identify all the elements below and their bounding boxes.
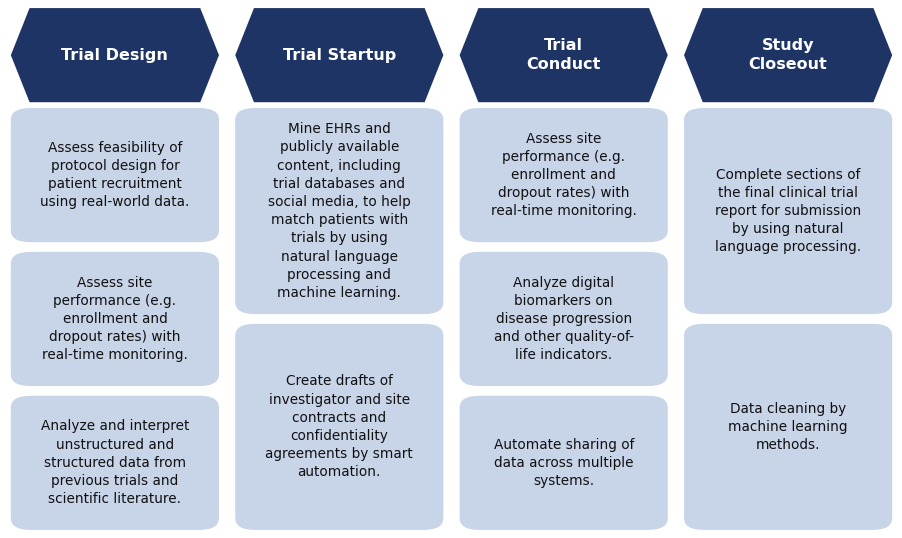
Text: Assess site
performance (e.g.
enrollment and
dropout rates) with
real-time monit: Assess site performance (e.g. enrollment…: [41, 275, 188, 362]
Text: Trial
Conduct: Trial Conduct: [526, 38, 600, 72]
Text: Create drafts of
investigator and site
contracts and
confidentiality
agreements : Create drafts of investigator and site c…: [265, 374, 413, 479]
FancyBboxPatch shape: [459, 396, 667, 530]
Polygon shape: [459, 8, 667, 102]
Text: Study
Closeout: Study Closeout: [748, 38, 826, 72]
Text: Trial Design: Trial Design: [61, 48, 168, 62]
FancyBboxPatch shape: [11, 252, 218, 386]
Text: Assess feasibility of
protocol design for
patient recruitment
using real-world d: Assess feasibility of protocol design fo…: [41, 141, 189, 209]
Text: Data cleaning by
machine learning
methods.: Data cleaning by machine learning method…: [728, 402, 847, 452]
FancyBboxPatch shape: [684, 324, 891, 530]
Text: Analyze digital
biomarkers on
disease progression
and other quality-of-
life ind: Analyze digital biomarkers on disease pr…: [493, 275, 633, 362]
Polygon shape: [11, 8, 218, 102]
Text: Automate sharing of
data across multiple
systems.: Automate sharing of data across multiple…: [493, 437, 633, 488]
FancyBboxPatch shape: [11, 396, 218, 530]
FancyBboxPatch shape: [235, 324, 443, 530]
FancyBboxPatch shape: [459, 108, 667, 242]
Text: Complete sections of
the final clinical trial
report for submission
by using nat: Complete sections of the final clinical …: [714, 168, 861, 254]
FancyBboxPatch shape: [235, 108, 443, 314]
Polygon shape: [684, 8, 891, 102]
Text: Mine EHRs and
publicly available
content, including
trial databases and
social m: Mine EHRs and publicly available content…: [268, 122, 410, 300]
FancyBboxPatch shape: [11, 108, 218, 242]
Text: Trial Startup: Trial Startup: [282, 48, 395, 62]
FancyBboxPatch shape: [684, 108, 891, 314]
Polygon shape: [235, 8, 443, 102]
Text: Analyze and interpret
unstructured and
structured data from
previous trials and
: Analyze and interpret unstructured and s…: [41, 420, 189, 506]
FancyBboxPatch shape: [459, 252, 667, 386]
Text: Assess site
performance (e.g.
enrollment and
dropout rates) with
real-time monit: Assess site performance (e.g. enrollment…: [490, 132, 636, 218]
